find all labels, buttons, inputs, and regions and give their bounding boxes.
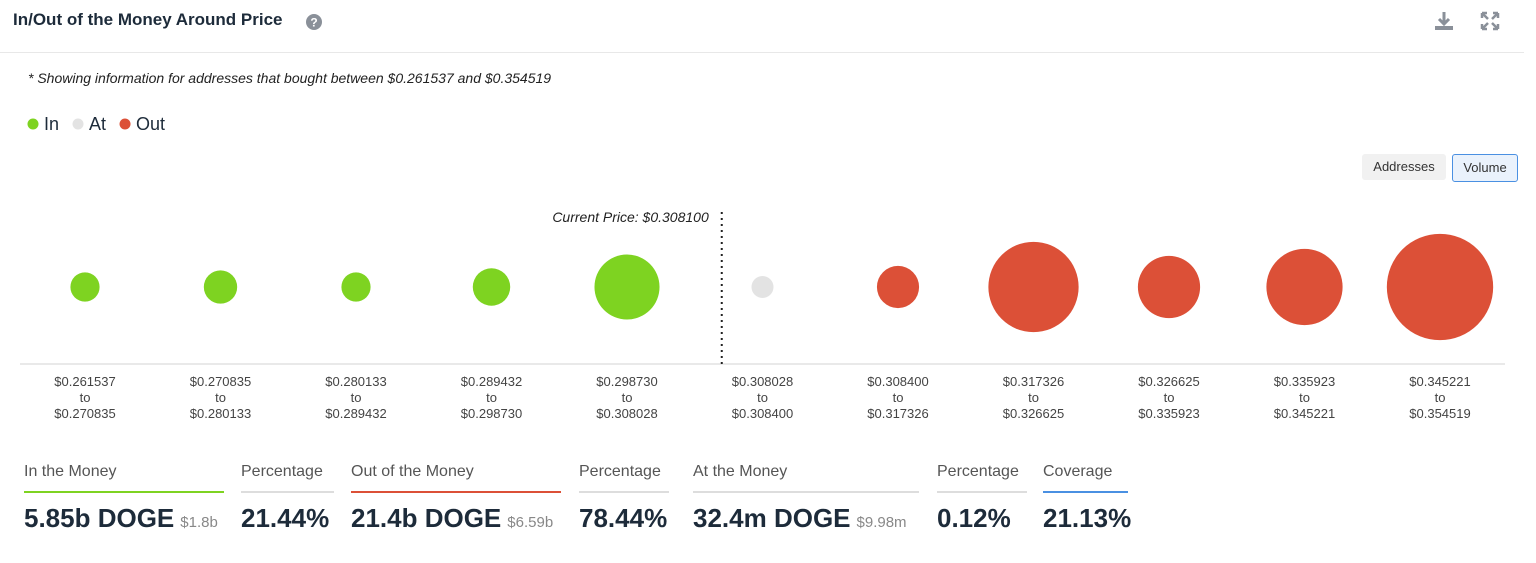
stat-underline <box>351 491 561 493</box>
bubble <box>70 272 100 302</box>
x-tick-label: $0.308400 <box>732 406 793 421</box>
x-tick-label: $0.326625 <box>1003 406 1064 421</box>
x-tick-label: to <box>1299 390 1310 405</box>
stat-value: 78.44% <box>579 503 667 534</box>
x-tick-label: $0.289432 <box>461 374 522 389</box>
stat-underline <box>937 491 1027 493</box>
current-price-label: Current Price: $0.308100 <box>552 209 709 225</box>
x-tick-label: to <box>1164 390 1175 405</box>
x-tick-label: $0.261537 <box>54 374 115 389</box>
x-tick-label: $0.354519 <box>1409 406 1470 421</box>
stat-value: 0.12% <box>937 503 1011 534</box>
legend-marker <box>119 118 131 130</box>
x-tick-label: $0.308400 <box>867 374 928 389</box>
stat-sub-value: $6.59b <box>507 514 554 531</box>
stat-underline <box>24 491 224 493</box>
stat-value-text: 21.13% <box>1043 503 1132 533</box>
stat-underline <box>693 491 919 493</box>
bubble <box>472 268 511 306</box>
stat-value-text: 0.12% <box>937 503 1011 533</box>
stat-label: At the Money <box>693 463 788 480</box>
stat-label: Out of the Money <box>351 463 474 480</box>
stat-value: 5.85b DOGE $1.8b <box>24 503 218 534</box>
bubble <box>203 270 238 304</box>
x-tick-label: to <box>80 390 91 405</box>
stat-value-text: 78.44% <box>579 503 668 533</box>
bubble <box>751 276 774 298</box>
stat-value: 21.4b DOGE $6.59b <box>351 503 553 534</box>
x-tick-label: to <box>622 390 633 405</box>
stat-value-text: 32.4m DOGE <box>693 503 851 533</box>
x-tick-label: $0.298730 <box>596 374 657 389</box>
toggle-button[interactable]: Addresses <box>1362 154 1446 180</box>
note: * Showing information for addresses that… <box>28 70 552 86</box>
stat-value: 21.44% <box>241 503 329 534</box>
bubble <box>1266 248 1343 326</box>
legend-marker <box>27 118 39 130</box>
bubble <box>876 265 920 309</box>
stat-label: Percentage <box>937 463 1019 480</box>
chart: In At Out$0.261537to$0.270835$0.270835to$0… <box>20 114 1505 421</box>
legend-label: At <box>89 114 106 134</box>
legend-label: In <box>44 114 59 134</box>
x-tick-label: $0.308028 <box>596 406 657 421</box>
stat-label: Percentage <box>241 463 323 480</box>
stat-sub-value: $9.98m <box>856 514 907 531</box>
bubble <box>341 272 371 302</box>
stat-value: 21.13% <box>1043 503 1131 534</box>
expand-icon[interactable] <box>1480 11 1500 31</box>
legend-marker <box>72 118 84 130</box>
bubble <box>988 241 1079 333</box>
x-tick-label: $0.270835 <box>190 374 251 389</box>
stat-label: Coverage <box>1043 463 1113 480</box>
stat-label: In the Money <box>24 463 117 480</box>
widget-title: In/Out of the Money Around Price <box>13 10 283 29</box>
x-tick-label: $0.345221 <box>1409 374 1470 389</box>
stat-label: Percentage <box>579 463 661 480</box>
x-tick-label: $0.345221 <box>1274 406 1335 421</box>
stat-value-text: 21.44% <box>241 503 330 533</box>
x-tick-label: $0.317326 <box>867 406 928 421</box>
divider <box>0 52 1524 53</box>
x-tick-label: to <box>893 390 904 405</box>
x-tick-label: $0.335923 <box>1274 374 1335 389</box>
x-tick-label: $0.280133 <box>190 406 251 421</box>
stat-value-text: 21.4b DOGE <box>351 503 502 533</box>
stat-underline <box>1043 491 1128 493</box>
x-tick-label: $0.270835 <box>54 406 115 421</box>
x-tick-label: $0.317326 <box>1003 374 1064 389</box>
legend-label: Out <box>136 114 165 134</box>
x-tick-label: $0.280133 <box>325 374 386 389</box>
stat-value: 32.4m DOGE $9.98m <box>693 503 907 534</box>
download-icon[interactable] <box>1433 11 1455 31</box>
stat-value-text: 5.85b DOGE <box>24 503 175 533</box>
x-tick-label: to <box>486 390 497 405</box>
x-tick-label: to <box>215 390 226 405</box>
svg-text:?: ? <box>310 16 317 30</box>
x-tick-label: to <box>1435 390 1446 405</box>
help-icon[interactable]: ? <box>305 13 323 31</box>
x-tick-label: $0.289432 <box>325 406 386 421</box>
bubble <box>1137 255 1201 319</box>
bubble <box>594 254 660 320</box>
x-tick-label: $0.326625 <box>1138 374 1199 389</box>
x-tick-label: to <box>757 390 768 405</box>
x-tick-label: to <box>1028 390 1039 405</box>
stat-sub-value: $1.8b <box>180 514 218 531</box>
x-tick-label: $0.298730 <box>461 406 522 421</box>
toggle-button[interactable]: Volume <box>1452 154 1518 182</box>
x-tick-label: $0.335923 <box>1138 406 1199 421</box>
stat-underline <box>579 491 669 493</box>
x-tick-label: $0.308028 <box>732 374 793 389</box>
stat-underline <box>241 491 334 493</box>
bubble <box>1386 233 1494 341</box>
x-tick-label: to <box>351 390 362 405</box>
